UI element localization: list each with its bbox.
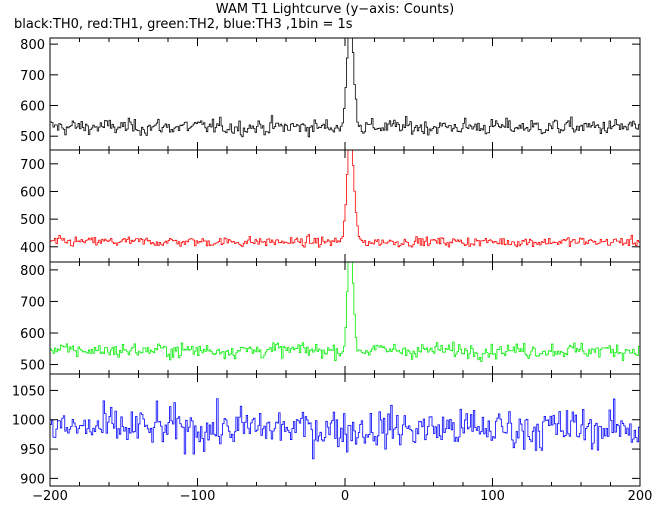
y-tick-label: 1000 bbox=[12, 414, 45, 429]
y-tick-label: 600 bbox=[20, 100, 45, 115]
y-tick-label: 1050 bbox=[12, 384, 45, 399]
y-tick-label: 600 bbox=[20, 327, 45, 342]
panel-th3: 900 950 1000 1050 bbox=[12, 373, 641, 487]
x-tick-label: −100 bbox=[180, 489, 216, 504]
y-tick-label: 600 bbox=[20, 185, 45, 200]
y-tick-label: 400 bbox=[20, 241, 45, 256]
y-tick-label: 700 bbox=[20, 158, 45, 173]
y-tick-label: 500 bbox=[20, 359, 45, 374]
chart-subtitle: black:TH0, red:TH1, green:TH2, blue:TH3 … bbox=[14, 17, 353, 32]
y-tick-label: 800 bbox=[20, 264, 45, 279]
x-tick-label: 0 bbox=[341, 489, 349, 504]
y-tick-label: 500 bbox=[20, 130, 45, 145]
y-tick-label: 700 bbox=[20, 295, 45, 310]
y-tick-label: 500 bbox=[20, 213, 45, 228]
panel-frame bbox=[49, 261, 641, 375]
y-tick-label: 800 bbox=[20, 38, 45, 53]
panel-th2: 500 600 700 800 bbox=[20, 261, 641, 375]
series-th0-line bbox=[50, 37, 641, 138]
panel-th0: 500 600 700 800 bbox=[20, 37, 641, 151]
series-th2-line bbox=[50, 261, 641, 362]
panel-th1: 400 500 600 700 bbox=[20, 149, 641, 263]
y-tick-label: 950 bbox=[20, 443, 45, 458]
chart-title: WAM T1 Lightcurve (y−axis: Counts) bbox=[216, 2, 454, 17]
x-tick-label: 100 bbox=[480, 489, 505, 504]
y-tick-label: 900 bbox=[20, 472, 45, 487]
x-tick-label: 200 bbox=[628, 489, 653, 504]
series-th3-line bbox=[50, 398, 641, 460]
panels-group: 5006007008004005006007005006007008009009… bbox=[12, 37, 641, 487]
series-th1-line bbox=[50, 149, 641, 248]
y-tick-label: 700 bbox=[20, 69, 45, 84]
x-axis: −200 −100 0 100 200 bbox=[32, 489, 652, 504]
x-tick-label: −200 bbox=[32, 489, 68, 504]
